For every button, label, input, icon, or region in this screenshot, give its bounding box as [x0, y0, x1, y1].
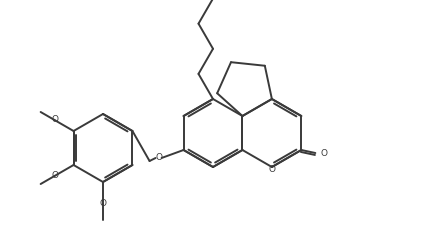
Text: O: O [268, 165, 275, 173]
Text: O: O [320, 148, 327, 158]
Text: O: O [51, 115, 58, 124]
Text: O: O [51, 172, 58, 180]
Text: O: O [155, 153, 162, 163]
Text: O: O [99, 200, 107, 208]
